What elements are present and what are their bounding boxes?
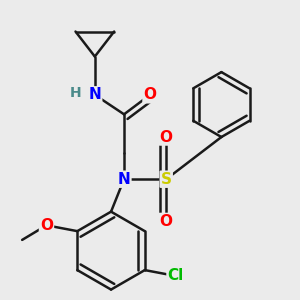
Text: N: N [118, 172, 130, 187]
Text: O: O [40, 218, 53, 233]
Text: S: S [161, 172, 172, 187]
Text: O: O [143, 87, 157, 102]
Text: N: N [88, 87, 101, 102]
Text: O: O [160, 130, 173, 145]
Text: O: O [160, 214, 173, 229]
Text: H: H [70, 86, 81, 100]
Text: Cl: Cl [167, 268, 184, 284]
